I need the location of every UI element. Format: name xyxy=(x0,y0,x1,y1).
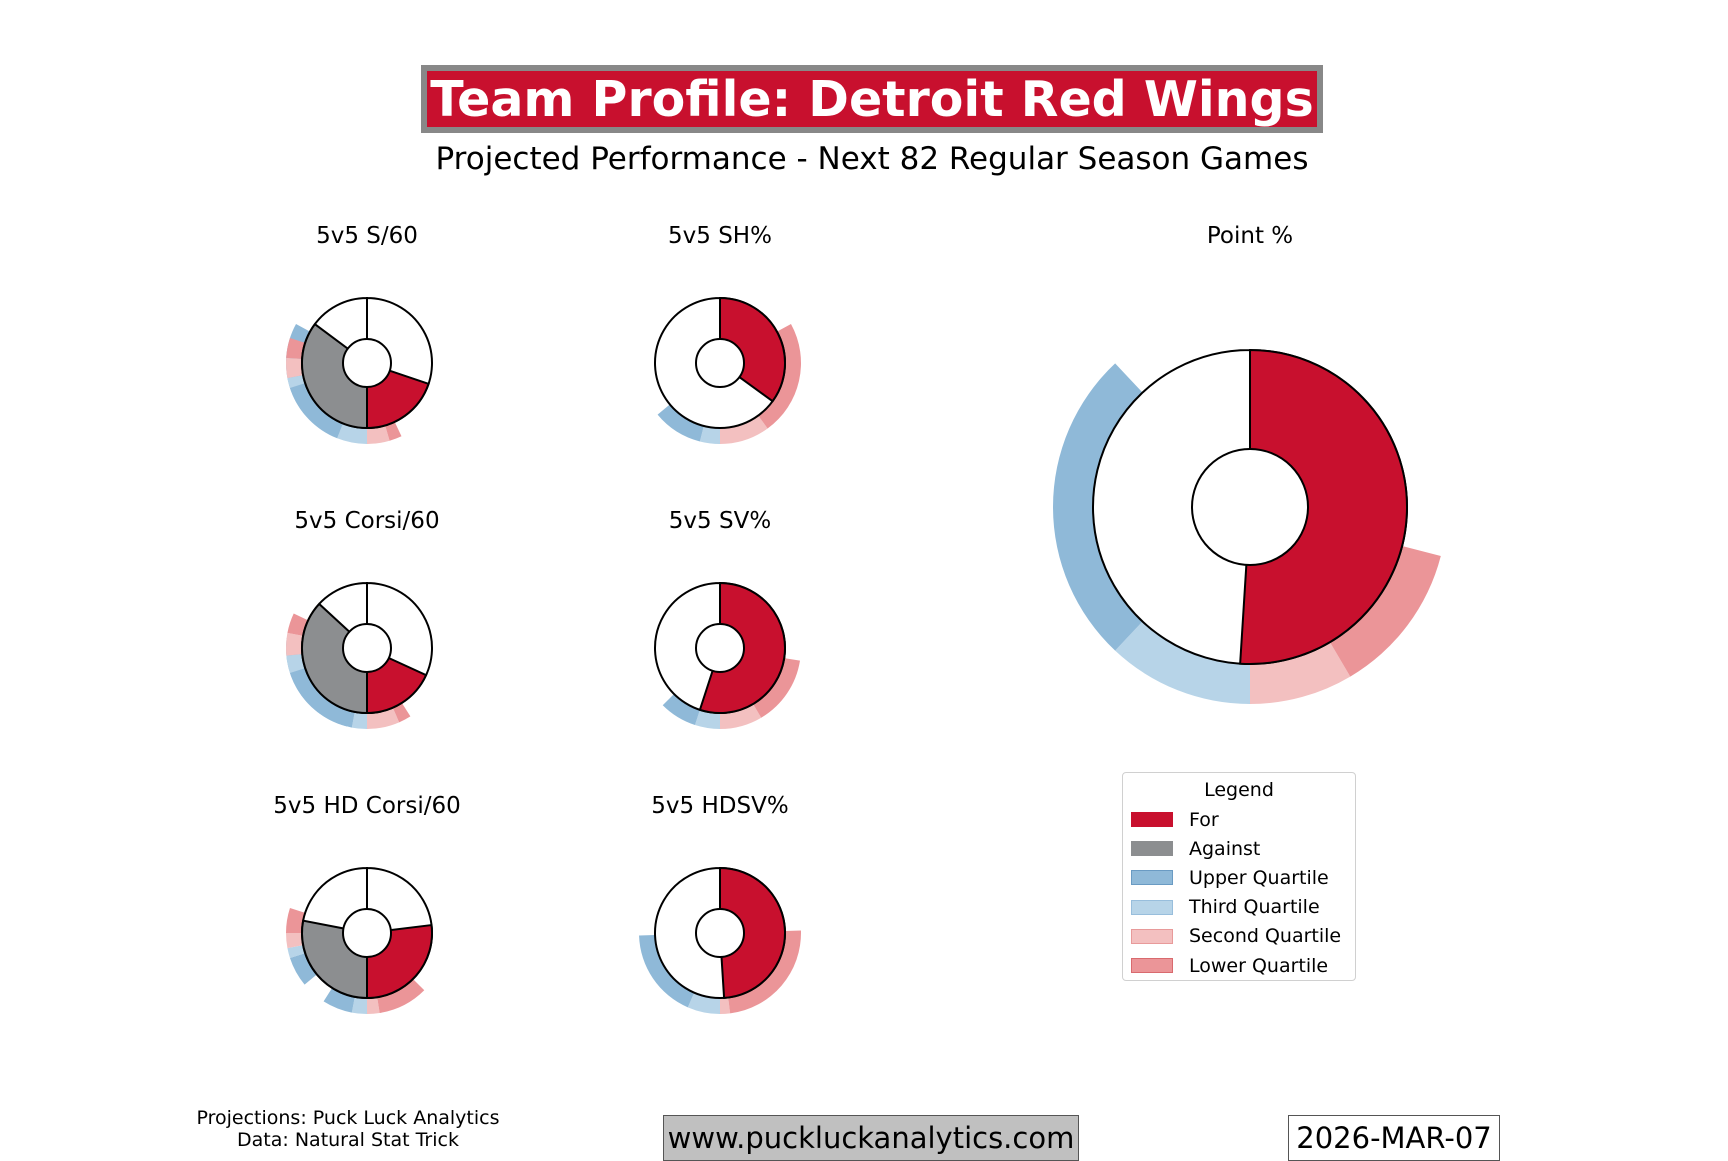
band-upper-quartile xyxy=(323,987,355,1013)
band-lower-quartile xyxy=(287,613,309,636)
slice-for xyxy=(719,866,786,999)
donut-hole xyxy=(342,908,392,958)
band-second-quartile xyxy=(1250,642,1351,704)
legend-item: Second Quartile xyxy=(1123,922,1355,951)
band-second-quartile xyxy=(367,997,380,1014)
legend-swatch xyxy=(1131,812,1173,828)
slice-against xyxy=(301,322,368,430)
chart-title: Point % xyxy=(1207,223,1293,249)
band-third-quartile xyxy=(287,375,306,389)
band-upper-quartile xyxy=(289,383,317,415)
date-box: 2026-MAR-07 xyxy=(1288,1115,1500,1161)
band-second-quartile xyxy=(286,632,304,656)
credits-projections: Projections: Puck Luck Analytics xyxy=(196,1107,500,1129)
band-second-quartile xyxy=(720,703,762,729)
band-second-quartile xyxy=(286,933,304,949)
legend-swatch xyxy=(1131,928,1173,944)
donut-hole xyxy=(695,908,745,958)
chart-title: 5v5 HDSV% xyxy=(651,793,788,819)
legend-swatch xyxy=(1131,899,1173,915)
band-lower-quartile xyxy=(392,702,411,723)
band-third-quartile xyxy=(286,654,306,674)
band-third-quartile xyxy=(351,711,367,729)
band-upper-quartile xyxy=(289,668,351,727)
slice-for xyxy=(719,296,786,403)
donut-chart: Point % xyxy=(1053,223,1441,704)
legend-swatch xyxy=(1131,841,1173,857)
band-lower-quartile xyxy=(286,907,306,933)
donut-hole xyxy=(342,338,392,388)
legend: Legend For Against Upper Quartile Third Qua… xyxy=(1122,772,1356,981)
donut-hole xyxy=(1191,448,1309,566)
legend-item: For xyxy=(1123,805,1355,834)
band-lower-quartile xyxy=(377,978,425,1014)
band-lower-quartile xyxy=(286,337,306,359)
band-lower-quartile xyxy=(753,658,801,718)
band-lower-quartile xyxy=(385,421,402,441)
band-third-quartile xyxy=(287,945,306,959)
legend-item: Third Quartile xyxy=(1123,893,1355,922)
title-box: Team Profile: Detroit Red Wings xyxy=(421,65,1323,133)
legend-label: Against xyxy=(1189,837,1261,860)
band-second-quartile xyxy=(367,425,390,444)
credits-data: Data: Natural Stat Trick xyxy=(237,1129,459,1151)
donut-chart: 5v5 S/60 xyxy=(286,223,432,444)
donut-chart: 5v5 SV% xyxy=(655,508,801,729)
donut-chart: 5v5 HD Corsi/60 xyxy=(273,793,461,1014)
legend-label: Second Quartile xyxy=(1189,925,1342,948)
band-third-quartile xyxy=(351,996,367,1014)
website-url[interactable]: www.puckluckanalytics.com xyxy=(667,1121,1075,1155)
band-upper-quartile xyxy=(657,404,704,442)
donut-chart: 5v5 SH% xyxy=(655,223,801,444)
band-lower-quartile xyxy=(758,323,801,429)
chart-title: 5v5 SH% xyxy=(668,223,772,249)
donut-hole xyxy=(695,338,745,388)
band-lower-quartile xyxy=(1329,546,1441,677)
band-second-quartile xyxy=(286,357,304,379)
donut-chart: 5v5 HDSV% xyxy=(639,793,801,1014)
legend-label: Third Quartile xyxy=(1189,896,1320,919)
chart-title: 5v5 S/60 xyxy=(316,223,418,249)
legend-item: Lower Quartile xyxy=(1123,951,1355,980)
legend-item: Against xyxy=(1123,834,1355,863)
band-second-quartile xyxy=(720,415,768,444)
legend-title: Legend xyxy=(1204,779,1274,801)
legend-label: Upper Quartile xyxy=(1189,866,1329,889)
band-third-quartile xyxy=(687,992,720,1014)
legend-item: Upper Quartile xyxy=(1123,863,1355,892)
page-subtitle: Projected Performance - Next 82 Regular … xyxy=(435,141,1309,177)
band-upper-quartile xyxy=(639,935,695,1008)
slice-against xyxy=(301,602,368,715)
chart-title: 5v5 HD Corsi/60 xyxy=(273,793,460,819)
donut-hole xyxy=(695,623,745,673)
band-third-quartile xyxy=(699,425,720,444)
report-date: 2026-MAR-07 xyxy=(1296,1121,1492,1155)
band-second-quartile xyxy=(720,997,731,1014)
band-third-quartile xyxy=(1115,621,1250,704)
legend-label: Lower Quartile xyxy=(1189,954,1329,977)
band-upper-quartile xyxy=(1053,363,1143,651)
chart-title: 5v5 Corsi/60 xyxy=(294,508,439,534)
band-upper-quartile xyxy=(289,953,317,985)
legend-label: For xyxy=(1189,808,1219,831)
legend-swatch xyxy=(1131,958,1173,974)
slice-for xyxy=(1239,348,1409,665)
band-upper-quartile xyxy=(662,693,700,726)
legend-swatch xyxy=(1131,870,1173,886)
website-link[interactable]: www.puckluckanalytics.com xyxy=(663,1115,1079,1161)
band-third-quartile xyxy=(694,709,720,729)
donut-hole xyxy=(342,623,392,673)
footer-credits: Projections: Puck Luck Analytics Data: N… xyxy=(170,1107,526,1151)
chart-title: 5v5 SV% xyxy=(669,508,771,534)
donut-chart: 5v5 Corsi/60 xyxy=(286,508,440,729)
page-title: Team Profile: Detroit Red Wings xyxy=(430,70,1314,128)
